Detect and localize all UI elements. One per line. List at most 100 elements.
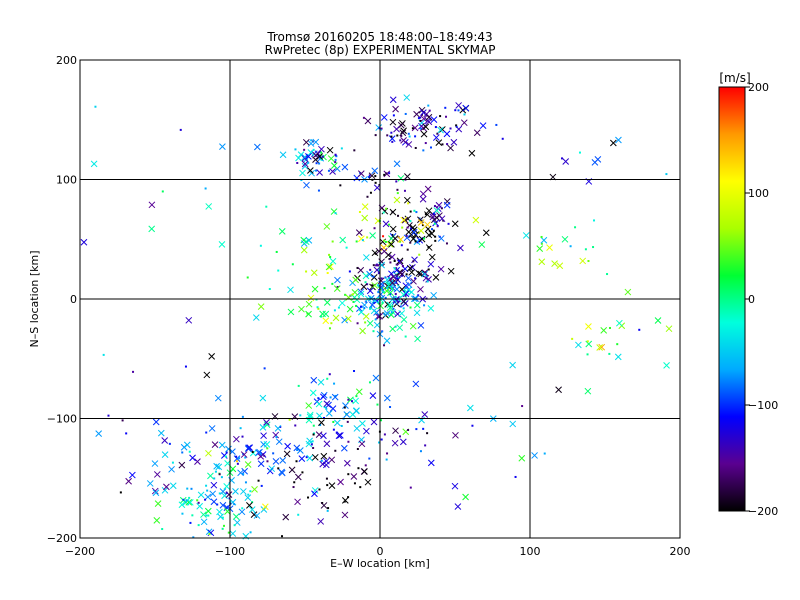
scatter-point [297, 513, 300, 516]
scatter-point [317, 307, 320, 310]
scatter-point [408, 268, 416, 276]
scatter-point [334, 154, 337, 157]
scatter-point [262, 503, 269, 511]
scatter-point [426, 432, 429, 435]
scatter-point [169, 482, 177, 490]
scatter-point [336, 286, 339, 289]
scatter-point [411, 124, 419, 132]
scatter-point [213, 462, 221, 470]
scatter-point [393, 259, 396, 262]
scatter-point [188, 496, 191, 499]
x-tick-label: 200 [670, 545, 691, 558]
scatter-point [417, 285, 424, 293]
scatter-point [312, 151, 320, 159]
scatter-point [432, 229, 435, 232]
scatter-point [374, 181, 377, 184]
scatter-point [191, 514, 194, 517]
scatter-point [400, 134, 403, 137]
scatter-point [204, 498, 207, 501]
scatter-point [403, 234, 411, 242]
scatter-point [185, 499, 188, 502]
scatter-point [395, 263, 398, 266]
scatter-point [283, 450, 291, 458]
scatter-point [333, 419, 341, 427]
scatter-point [277, 269, 280, 272]
scatter-point [376, 403, 379, 406]
colorbar-tick-label: 0 [748, 293, 755, 306]
scatter-point [455, 102, 462, 109]
scatter-point [471, 424, 474, 427]
scatter-point [406, 226, 409, 229]
scatter-point [325, 409, 333, 417]
scatter-point [356, 448, 359, 451]
scatter-point [168, 465, 175, 473]
scatter-point [294, 498, 301, 506]
scatter-point [305, 153, 312, 160]
scatter-points [80, 94, 673, 540]
scatter-point [410, 226, 418, 234]
scatter-point [418, 253, 421, 256]
scatter-point [353, 149, 356, 152]
scatter-point [284, 442, 291, 450]
scatter-point [424, 271, 427, 274]
scatter-point [298, 455, 306, 462]
scatter-point [229, 465, 237, 473]
scatter-point [391, 235, 399, 242]
scatter-point [405, 273, 408, 276]
scatter-point [385, 458, 388, 461]
scatter-point [402, 290, 410, 298]
scatter-point [253, 143, 261, 151]
scatter-point [357, 288, 365, 296]
scatter-point [407, 132, 410, 135]
scatter-point [369, 307, 372, 310]
scatter-point [409, 322, 417, 330]
scatter-point [307, 149, 315, 156]
scatter-point [307, 161, 310, 164]
scatter-point [310, 139, 313, 142]
scatter-point [424, 142, 427, 145]
scatter-point [153, 516, 161, 524]
grid-lines [80, 60, 680, 538]
scatter-point [366, 270, 373, 278]
scatter-point [409, 486, 412, 489]
scatter-point [454, 109, 457, 112]
scatter-point [446, 143, 449, 146]
scatter-point [279, 457, 287, 464]
scatter-point [200, 511, 207, 518]
scatter-point [225, 445, 232, 453]
scatter-point [257, 303, 265, 310]
scatter-point [303, 148, 306, 151]
scatter-point [322, 317, 330, 325]
scatter-point [405, 281, 413, 289]
scatter-point [306, 411, 314, 419]
scatter-point [414, 135, 417, 138]
scatter-point [355, 388, 363, 396]
scatter-point [387, 311, 395, 319]
scatter-point [424, 444, 427, 447]
scatter-point [247, 493, 250, 496]
scatter-point [386, 287, 389, 290]
scatter-point [616, 319, 623, 327]
scatter-point [233, 435, 240, 443]
scatter-point [244, 456, 247, 459]
scatter-point [369, 232, 376, 239]
scatter-point [352, 300, 355, 303]
scatter-point [213, 477, 216, 480]
scatter-point [337, 478, 344, 486]
scatter-point [241, 415, 244, 418]
scatter-point [369, 392, 377, 399]
scatter-point [425, 113, 433, 121]
scatter-point [405, 141, 413, 148]
scatter-point [205, 484, 208, 487]
scatter-point [404, 335, 407, 338]
scatter-point [241, 507, 244, 510]
scatter-point [328, 327, 331, 330]
scatter-point [396, 277, 399, 280]
scatter-point [316, 306, 319, 309]
scatter-point [451, 220, 459, 228]
scatter-point [608, 326, 611, 329]
scatter-point [384, 301, 392, 308]
scatter-point [432, 134, 440, 141]
scatter-point [302, 138, 310, 146]
scatter-point [237, 469, 244, 477]
